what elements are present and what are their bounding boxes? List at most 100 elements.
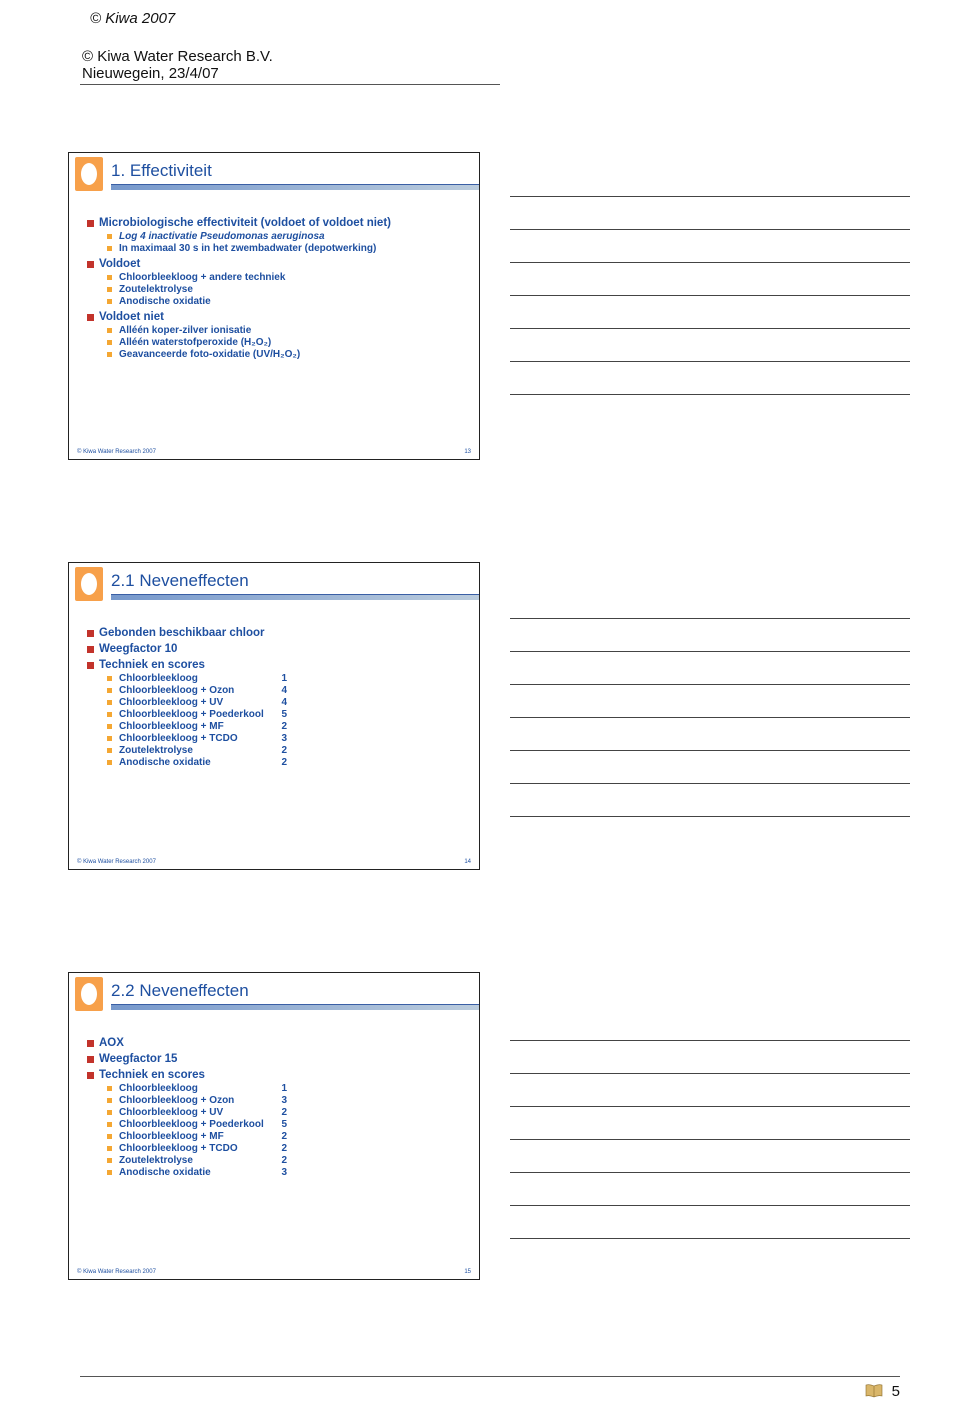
notes-area <box>510 152 910 492</box>
bullet-level-1: Voldoet niet <box>87 311 467 323</box>
title-underline <box>111 184 479 190</box>
slide-thumbnail: 2.2 Neveneffecten AOX Weegfactor 15 Technie… <box>68 972 488 1300</box>
bullet-level-2: Zoutelektrolyse 2 <box>87 745 467 756</box>
slide-frame: 2.2 Neveneffecten AOX Weegfactor 15 Technie… <box>68 972 480 1280</box>
bullet-level-1: Gebonden beschikbaar chloor <box>87 627 467 639</box>
slide-title: 2.1 Neveneffecten <box>111 571 479 591</box>
bullet-label: Chloorbleekloog + UV <box>119 1107 223 1118</box>
notes-area <box>510 996 910 1336</box>
bullet-label: Anodische oxidatie <box>119 296 211 307</box>
slide-title: 1. Effectiviteit <box>111 161 479 181</box>
bullet-label: Zoutelektrolyse <box>119 1155 193 1166</box>
bullet-level-2: Chloorbleekloog + Poederkool5 <box>87 1119 467 1130</box>
slide-body: AOX Weegfactor 15 Techniek en scores Chloor… <box>69 1025 479 1178</box>
slide-header: 2.2 Neveneffecten <box>69 973 479 1025</box>
kiwa-logo-icon <box>75 567 103 601</box>
bullet-level-2: Chloorbleekloog + TCDO 2 <box>87 1143 467 1154</box>
note-line <box>510 784 910 817</box>
bullet-level-2: Chloorbleekloog + MF 2 <box>87 1131 467 1142</box>
title-underline <box>111 1004 479 1010</box>
header-block: © Kiwa Water Research B.V. Nieuwegein, 2… <box>80 48 500 85</box>
bullet-level-2: Alléén waterstofperoxide (H₂O₂) <box>87 337 467 348</box>
bullet-level-2: Zoutelektrolyse <box>87 284 467 295</box>
bullet-score: 3 <box>281 1095 467 1106</box>
note-line <box>510 1008 910 1041</box>
bullet-level-2: Anodische oxidatie3 <box>87 1167 467 1178</box>
bullet-level-2: Zoutelektrolyse 2 <box>87 1155 467 1166</box>
bullet-label: Chloorbleekloog + MF <box>119 1131 224 1142</box>
bullet-label: Chloorbleekloog + Ozon <box>119 1095 234 1106</box>
bullet-score: 2 <box>281 1131 467 1142</box>
bullet-label: Chloorbleekloog <box>119 1083 198 1094</box>
bullet-label: In maximaal 30 s in het zwembadwater (de… <box>119 243 376 254</box>
note-line <box>510 197 910 230</box>
bullet-level-1: AOX <box>87 1037 467 1049</box>
note-line <box>510 1041 910 1074</box>
note-line <box>510 362 910 395</box>
bullet-level-2: Chloorbleekloog + TCDO 3 <box>87 733 467 744</box>
bullet-label: Log 4 inactivatie Pseudomonas aeruginosa <box>119 231 325 242</box>
bullet-score: 2 <box>281 1143 467 1154</box>
slide-header: 1. Effectiviteit <box>69 153 479 205</box>
book-icon <box>865 1384 883 1402</box>
slide-title: 2.2 Neveneffecten <box>111 981 479 1001</box>
slide-frame: 2.1 Neveneffecten Gebonden beschikbaar ch… <box>68 562 480 870</box>
note-line <box>510 652 910 685</box>
bullet-score: 4 <box>281 697 467 708</box>
bullet-score: 2 <box>281 721 467 732</box>
bullet-score: 4 <box>281 685 467 696</box>
bullet-score: 5 <box>281 709 467 720</box>
note-line <box>510 263 910 296</box>
bullet-level-1: Weegfactor 10 <box>87 643 467 655</box>
header-rule <box>80 84 500 85</box>
bullet-level-2: Chloorbleekloog + Ozon 3 <box>87 1095 467 1106</box>
handout-page: © Kiwa 2007 © Kiwa Water Research B.V. N… <box>0 0 960 1418</box>
bullet-level-2: Chloorbleekloog 1 <box>87 673 467 684</box>
bullet-level-2: Anodische oxidatie2 <box>87 757 467 768</box>
note-line <box>510 230 910 263</box>
bullet-level-1: Weegfactor 15 <box>87 1053 467 1065</box>
title-underline <box>111 594 479 600</box>
bullet-label: Chloorbleekloog + Ozon <box>119 685 234 696</box>
bullet-score: 3 <box>281 733 467 744</box>
bullet-label: Chloorbleekloog + TCDO <box>119 1143 238 1154</box>
bullet-level-1: Techniek en scores <box>87 1069 467 1081</box>
bullet-level-2: Geavanceerde foto-oxidatie (UV/H₂O₂) <box>87 349 467 360</box>
slide-footer-copyright: © Kiwa Water Research 2007 <box>77 449 156 455</box>
bullet-score: 1 <box>281 673 467 684</box>
slide-body: Gebonden beschikbaar chloor Weegfactor 10… <box>69 615 479 768</box>
kiwa-logo-icon <box>75 157 103 191</box>
bullet-label: Zoutelektrolyse <box>119 745 193 756</box>
copyright-top: © Kiwa 2007 <box>90 10 175 27</box>
bullet-level-2: Chloorbleekloog + Ozon 4 <box>87 685 467 696</box>
page-footer: 5 <box>80 1376 900 1402</box>
bullet-label: Chloorbleekloog <box>119 673 198 684</box>
slide-footer-copyright: © Kiwa Water Research 2007 <box>77 1269 156 1275</box>
bullet-label: Chloorbleekloog + TCDO <box>119 733 238 744</box>
note-line <box>510 329 910 362</box>
note-line <box>510 164 910 197</box>
bullet-level-2: Chloorbleekloog + UV4 <box>87 697 467 708</box>
bullet-score: 2 <box>281 1155 467 1166</box>
slide-body: Microbiologische effectiviteit (voldoet … <box>69 205 479 360</box>
bullet-score: 3 <box>281 1167 467 1178</box>
bullet-score: 1 <box>281 1083 467 1094</box>
slide-number: 13 <box>464 449 471 455</box>
bullet-score: 2 <box>281 745 467 756</box>
slide-number: 14 <box>464 859 471 865</box>
note-line <box>510 1206 910 1239</box>
slide-footer: © Kiwa Water Research 2007 14 <box>77 859 471 865</box>
bullet-level-2: Anodische oxidatie <box>87 296 467 307</box>
bullet-level-2: In maximaal 30 s in het zwembadwater (de… <box>87 243 467 254</box>
slides-column: 1. Effectiviteit Microbiologische effecti… <box>68 152 488 1382</box>
bullet-level-2: Alléén koper-zilver ionisatie <box>87 325 467 336</box>
note-line <box>510 586 910 619</box>
note-line <box>510 718 910 751</box>
note-line <box>510 619 910 652</box>
bullet-level-1: Voldoet <box>87 258 467 270</box>
kiwa-logo-icon <box>75 977 103 1011</box>
header-org: © Kiwa Water Research B.V. <box>80 48 500 65</box>
slide-footer-copyright: © Kiwa Water Research 2007 <box>77 859 156 865</box>
bullet-level-2: Chloorbleekloog + Poederkool5 <box>87 709 467 720</box>
note-line <box>510 1107 910 1140</box>
